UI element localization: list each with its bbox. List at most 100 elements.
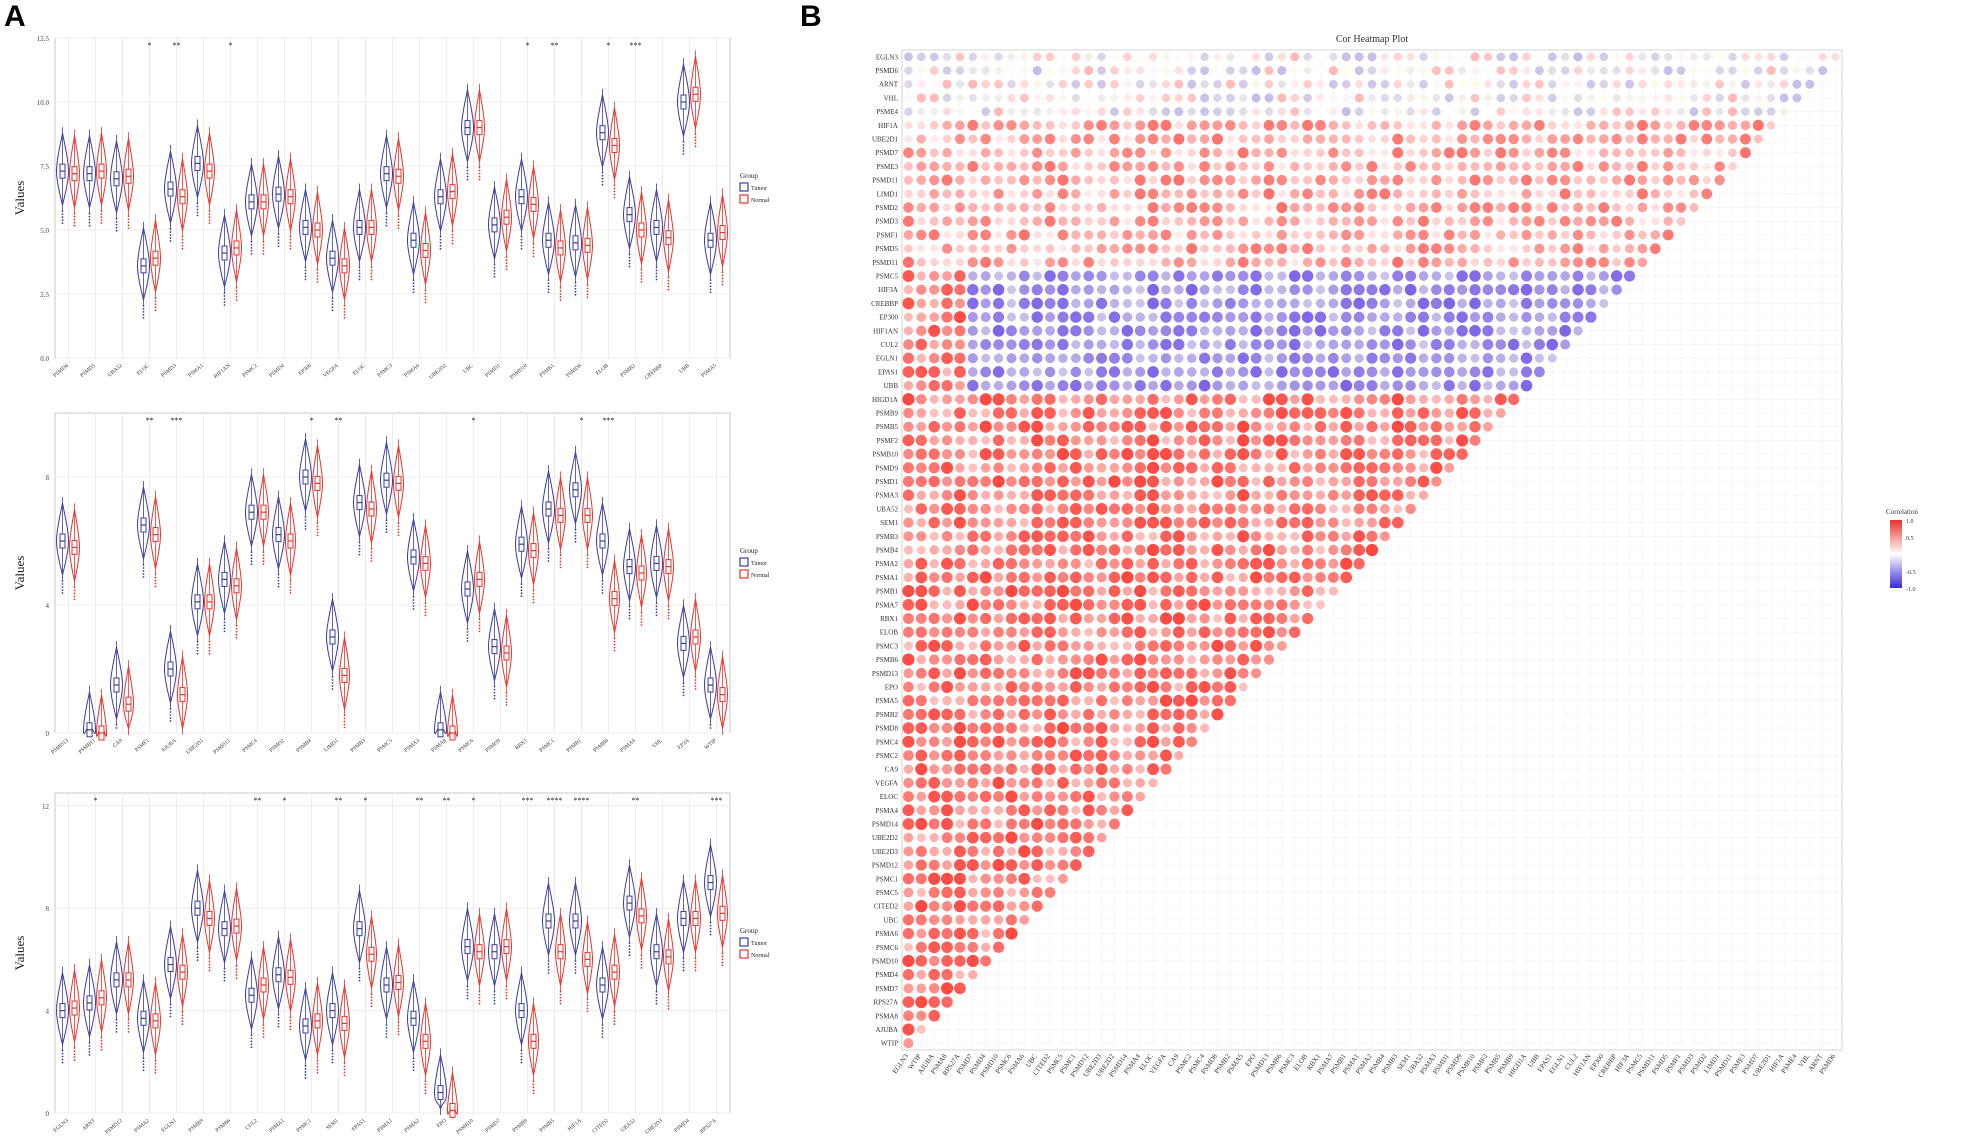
heatmap-cell	[1353, 448, 1366, 461]
heatmap-cell	[930, 107, 938, 116]
heatmap-cell	[1135, 339, 1145, 350]
heatmap-cell	[1237, 475, 1249, 488]
heatmap-cell	[1432, 53, 1440, 61]
heatmap-cell	[1109, 120, 1120, 131]
heatmap-cell	[1032, 147, 1043, 158]
heatmap-cell	[1212, 326, 1223, 336]
heatmap-cell	[1276, 380, 1287, 391]
heatmap-cell	[1019, 367, 1030, 377]
heatmap-cell	[915, 873, 927, 885]
heatmap-cell	[1315, 353, 1326, 364]
heatmap-cell	[968, 887, 978, 898]
heatmap-cell	[1057, 736, 1069, 748]
heatmap-cell	[981, 435, 991, 445]
heatmap-cell	[1200, 559, 1210, 569]
heatmap-cell	[942, 668, 952, 679]
heatmap-cell	[1122, 668, 1133, 679]
heatmap-cell	[1366, 380, 1378, 392]
heatmap-cell	[929, 161, 940, 172]
heatmap-cell	[1521, 188, 1532, 199]
heatmap-cell	[1058, 764, 1068, 774]
normal-violin	[716, 869, 729, 967]
normal-violin	[338, 221, 351, 319]
outlier-point	[73, 221, 76, 224]
heatmap-cell	[955, 463, 965, 473]
outlier-point	[100, 216, 103, 219]
outlier-point	[115, 727, 118, 729]
heatmap-cell	[1108, 585, 1121, 597]
heatmap-cell	[1702, 148, 1711, 157]
heatmap-cell	[1405, 462, 1416, 473]
heatmap-cell	[1044, 133, 1056, 145]
heatmap-cell	[1379, 448, 1391, 460]
heatmap-cell	[1147, 668, 1159, 679]
outlier-point	[466, 178, 469, 181]
legend-swatch	[739, 937, 749, 947]
heatmap-cell	[1224, 516, 1237, 529]
heatmap-cell	[1032, 641, 1042, 651]
outlier-point	[289, 583, 292, 585]
x-tick-label: PSMB2	[620, 363, 637, 379]
outlier-point	[586, 1001, 589, 1004]
outlier-point	[208, 210, 211, 213]
heatmap-cell	[954, 476, 966, 487]
tumor-violin	[109, 641, 124, 729]
heatmap-cell	[1458, 66, 1467, 75]
heatmap-cell	[941, 969, 953, 981]
heatmap-cell	[1277, 134, 1287, 144]
row-label: CUL2	[881, 341, 899, 349]
heatmap-cell	[1188, 53, 1196, 61]
heatmap-cell	[1303, 340, 1313, 349]
outlier-point	[181, 1017, 184, 1020]
x-tick-label: PSMD8	[565, 363, 583, 379]
tumor-violin	[109, 134, 124, 232]
heatmap-cell	[1135, 750, 1146, 761]
heatmap-cell	[1251, 148, 1261, 158]
heatmap-cell	[1328, 271, 1339, 281]
heatmap-cell	[1018, 571, 1030, 584]
heatmap-cell	[917, 189, 926, 199]
heatmap-cell	[1445, 189, 1454, 199]
heatmap-cell	[994, 135, 1003, 143]
outlier-point	[493, 688, 496, 691]
tumor-violin	[244, 468, 259, 566]
heatmap-cell	[1005, 831, 1018, 844]
heatmap-cell	[1032, 271, 1042, 281]
heatmap-cell	[1071, 805, 1081, 815]
heatmap-cell	[903, 558, 914, 569]
x-tick-label: PSMD7	[484, 1118, 502, 1134]
heatmap-cell	[1341, 107, 1351, 117]
heatmap-cell	[1031, 503, 1043, 515]
heatmap-cell	[1251, 477, 1261, 486]
heatmap-cell	[1147, 654, 1159, 665]
outlier-point	[181, 1014, 184, 1017]
heatmap-cell	[942, 134, 952, 144]
outlier-point	[73, 215, 76, 218]
heatmap-cell	[941, 489, 953, 501]
heatmap-cell	[1289, 202, 1300, 213]
heatmap-cell	[1380, 203, 1389, 212]
heatmap-cell	[1095, 749, 1108, 762]
heatmap-cell	[1818, 52, 1827, 61]
heatmap-cell	[1444, 79, 1454, 89]
heatmap-cell	[1315, 174, 1326, 186]
heatmap-cell	[1625, 162, 1634, 171]
heatmap-cell	[1469, 297, 1481, 310]
legend-tick: -1.0	[1906, 587, 1916, 593]
outlier-point	[397, 1024, 400, 1027]
heatmap-cell	[941, 914, 953, 926]
heatmap-cell	[1057, 297, 1069, 310]
heatmap-cell	[1276, 640, 1287, 651]
heatmap-cell	[1147, 680, 1160, 694]
heatmap-cell	[903, 448, 914, 460]
heatmap-cell	[1715, 93, 1724, 103]
heatmap-cell	[1200, 531, 1210, 541]
heatmap-cell	[1521, 120, 1532, 131]
heatmap-cell	[1290, 449, 1300, 459]
heatmap-cell	[1727, 120, 1738, 131]
heatmap-cell	[1161, 80, 1171, 89]
heatmap-cell	[1559, 147, 1571, 158]
heatmap-cell	[1044, 818, 1056, 830]
heatmap-cell	[1559, 298, 1571, 309]
heatmap-cell	[1315, 448, 1326, 460]
